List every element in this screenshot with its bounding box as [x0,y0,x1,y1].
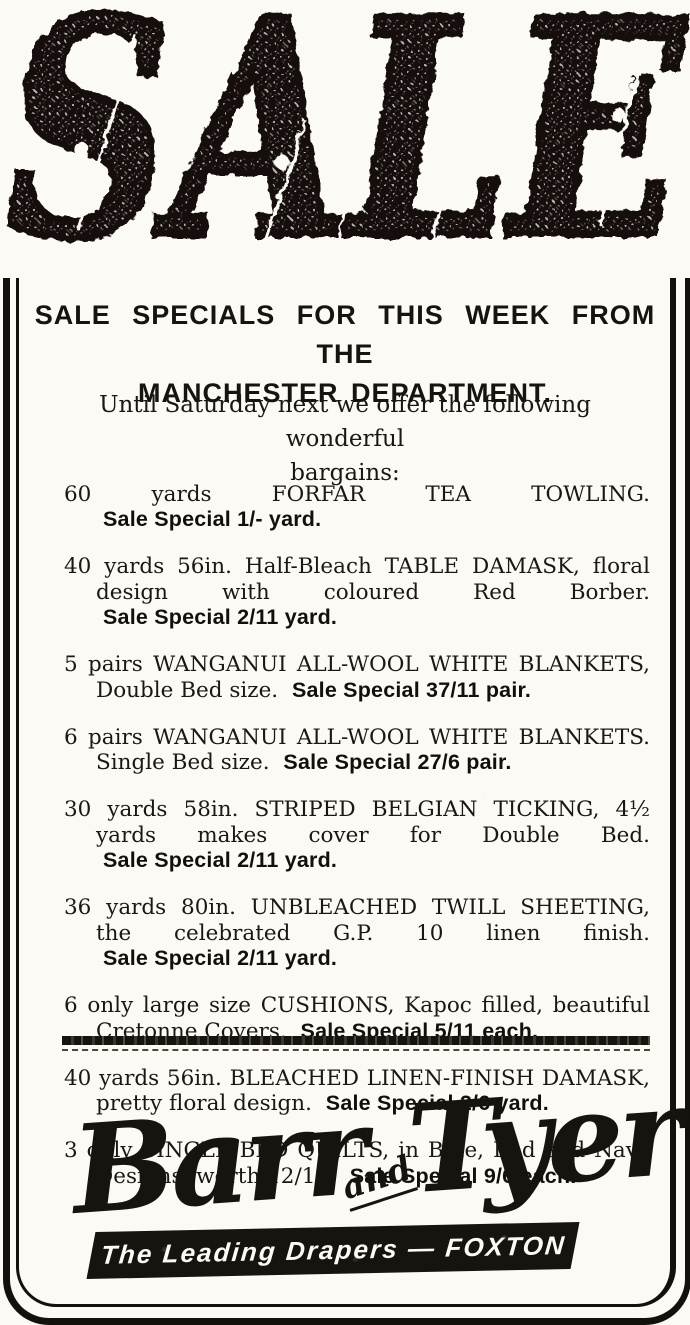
item-sale-price: Sale Special 1/- yard. [103,507,322,531]
divider-dashed-line [62,1049,650,1051]
logo-script-tyer: Tyer [403,1058,683,1222]
sale-headline-art: SALE [0,0,690,309]
item-sale-price: Sale Special 27/6 pair. [283,750,512,774]
item-description: 5 pairs WANGANUI ALL-WOOL WHITE BLANKETS… [64,652,650,703]
item-description: 40 yards 56in. BLEACHED LINEN-FINISH DAM… [64,1065,650,1117]
ad-heading: SALE SPECIALS FOR THIS WEEK FROM THE MAN… [0,296,690,413]
item-description: 40 yards 56in. Half-Bleach TABLE DAMASK,… [64,554,650,605]
sale-item: 40 yards 56in. Half-Bleach TABLE DAMASK,… [64,554,650,631]
item-description: 60 yards FORFAR TEA TOWLING. [64,481,650,507]
ad-heading-line1: SALE SPECIALS FOR THIS WEEK FROM THE [34,300,656,369]
sale-item: 6 pairs WANGANUI ALL-WOOL WHITE BLANKETS… [64,725,650,776]
ad-heading-line2: MANCHESTER DEPARTMENT. [137,378,552,408]
sale-headline-text: SALE [6,0,688,274]
sale-item: 3 only SINGLE BED QUILTS, in Blue, Red a… [64,1138,650,1189]
item-sale-price: Sale Special 37/11 pair. [291,677,532,702]
sale-item: 36 yards 80in. UNBLEACHED TWILL SHEETING… [64,895,650,972]
divider-bar [62,1036,650,1045]
item-description: 30 yards 58in. STRIPED BELGIAN TICKING, … [64,797,650,848]
intro-line2: bargains: [290,460,400,486]
ad-border-inner [16,278,676,1307]
item-description: 36 yards 80in. UNBLEACHED TWILL SHEETING… [64,895,650,946]
sale-item: 5 pairs WANGANUI ALL-WOOL WHITE BLANKETS… [64,652,650,703]
item-sale-price: Sale Special 2/11 yard. [103,848,338,872]
logo-tagline: The Leading Drapers — FOXTON [99,1230,567,1270]
item-description: 6 pairs WANGANUI ALL-WOOL WHITE BLANKETS… [64,724,650,776]
ribbon-ornaments [74,34,642,253]
sale-item: 30 yards 58in. STRIPED BELGIAN TICKING, … [64,797,650,874]
intro-line1: Until Saturday next we offer the followi… [99,392,591,452]
sale-item: 40 yards 56in. BLEACHED LINEN-FINISH DAM… [64,1066,650,1117]
sale-item: 60 yards FORFAR TEA TOWLING. Sale Specia… [64,482,650,533]
item-sale-price: Sale Special 2/11 yard. [103,605,338,629]
intro-text: Until Saturday next we offer the followi… [45,388,645,490]
item-sale-price: Sale Special 2/11 yard. [103,946,338,970]
item-sale-price: Sale Special 9/6 each. [349,1163,577,1188]
logo-script-barr: Barr [67,1078,368,1242]
items-list: 60 yards FORFAR TEA TOWLING. Sale Specia… [64,460,650,1200]
divider-rule [62,1036,650,1051]
ad-border-outer [3,278,690,1325]
item-description: 3 only SINGLE BED QUILTS, in Blue, Red a… [64,1138,650,1189]
item-sale-price: Sale Special 2/6 yard. [325,1091,549,1115]
sale-headline-svg: SALE [3,0,690,309]
